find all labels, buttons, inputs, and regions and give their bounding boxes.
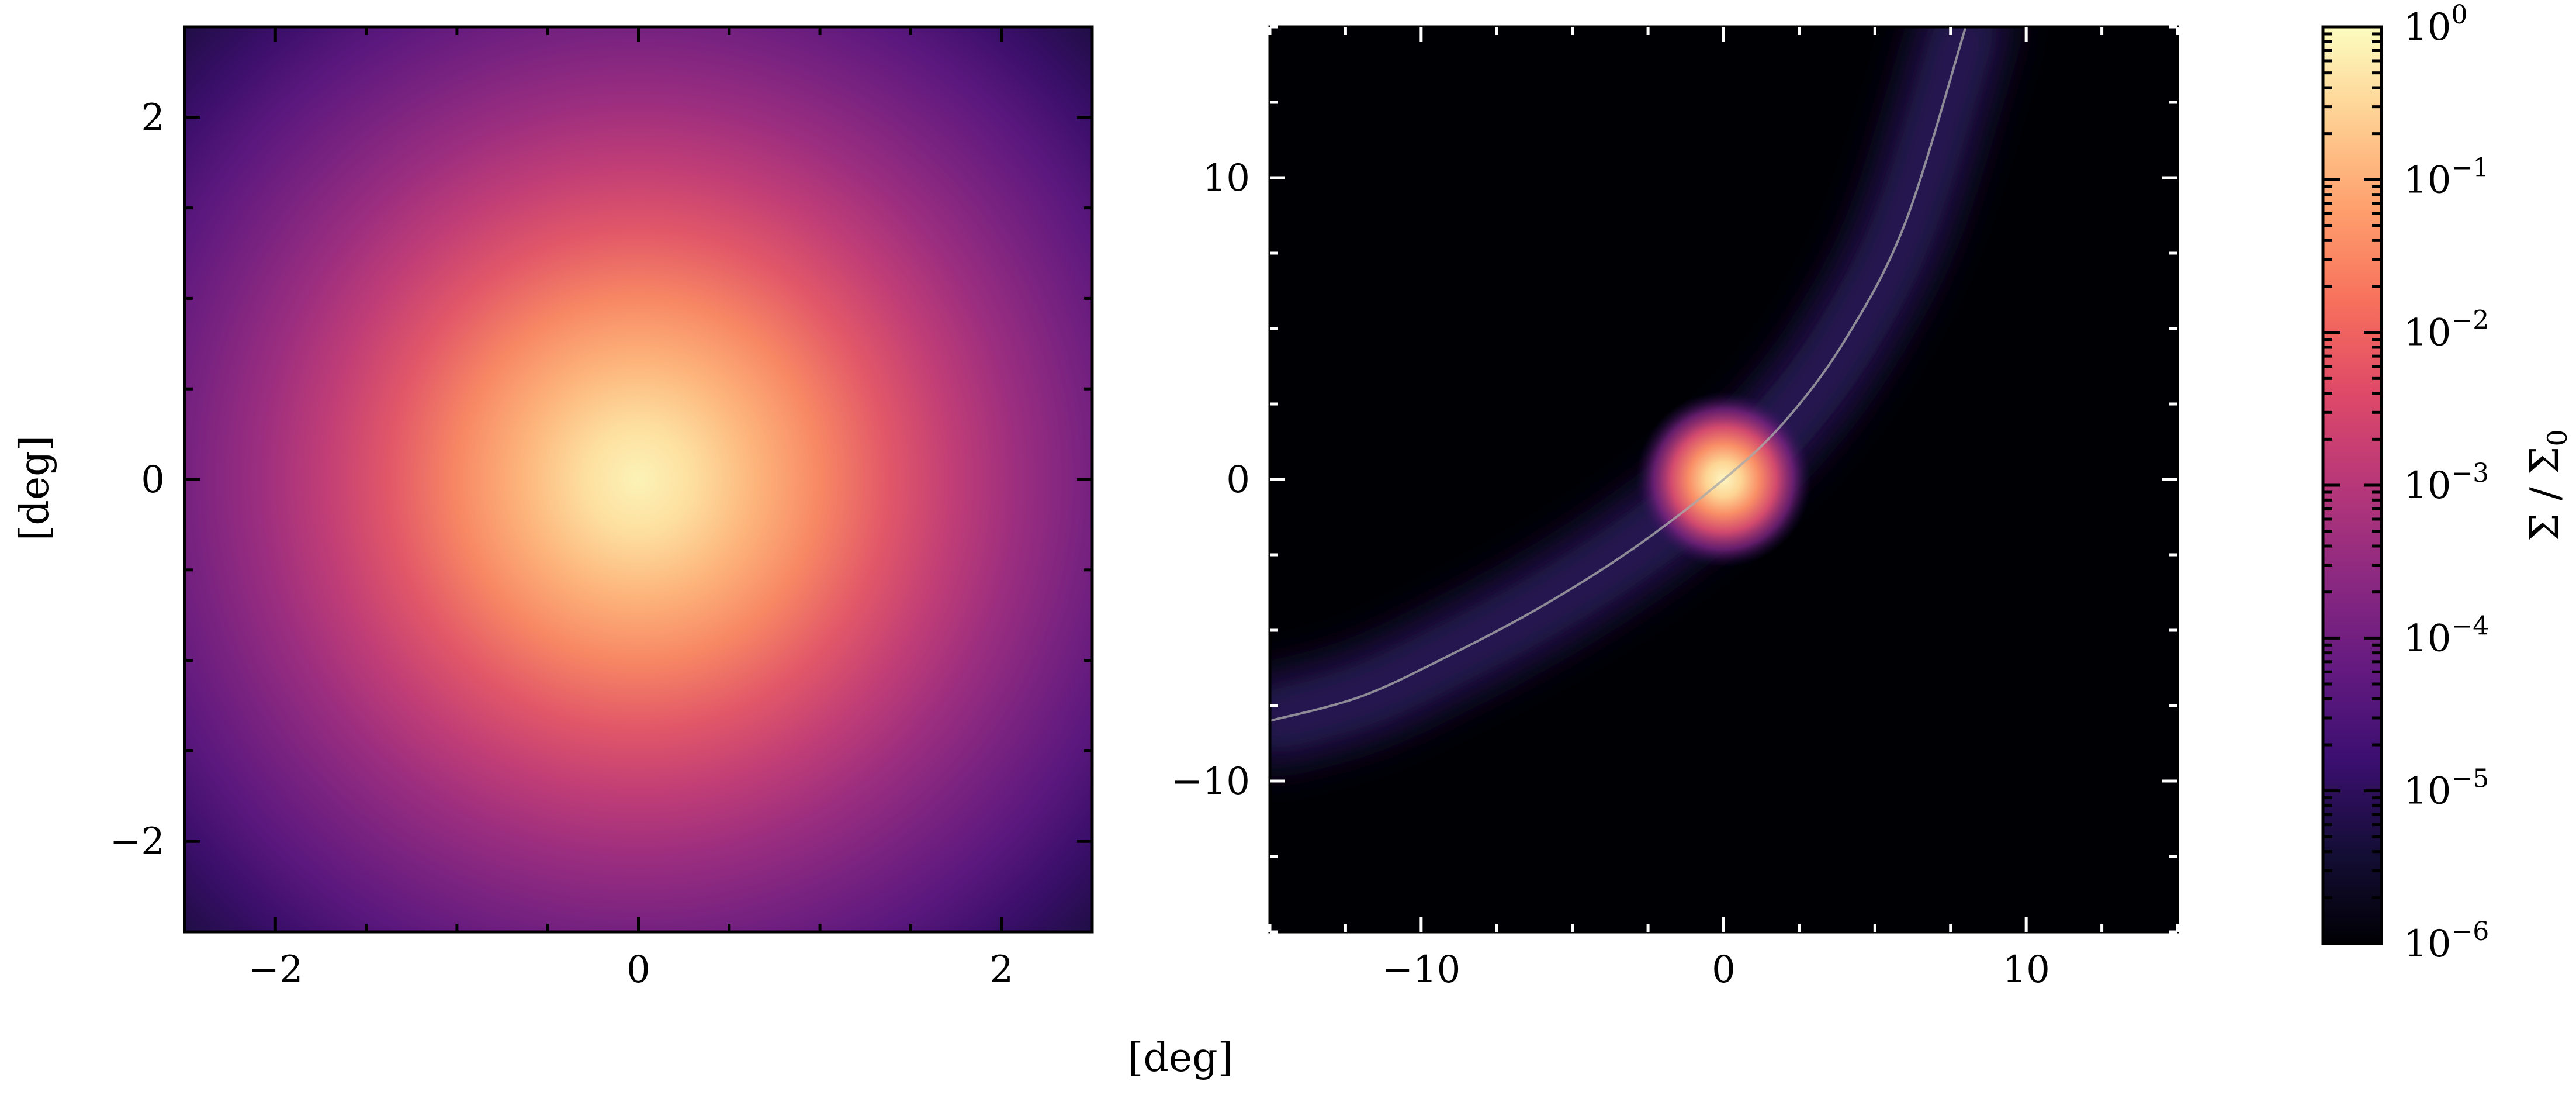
right-xtick-label: 10	[2002, 948, 2049, 992]
left-ytick-label: −2	[110, 820, 165, 863]
colorbar-tick-labels: 100 10−1 10−2 10−3 10−4 10−5 10−6	[2404, 0, 2489, 966]
orbit-track	[1270, 27, 1967, 722]
left-xtick-label: 2	[989, 948, 1013, 992]
left-density-field	[185, 27, 1092, 932]
right-xtick-label: −10	[1382, 948, 1460, 992]
right-tick-labels: −10 0 10 −10 0 10	[1171, 157, 2050, 992]
right-ytick-label: 10	[1203, 157, 1250, 200]
colorbar-tick-label: 10−4	[2404, 611, 2489, 660]
colorbar-ticks	[2323, 25, 2381, 945]
colorbar-frame	[2321, 25, 2383, 945]
left-ticks	[183, 25, 1094, 934]
colorbar-tick-label: 10−3	[2404, 458, 2489, 507]
colorbar-tick-label: 10−1	[2404, 153, 2489, 202]
shared-xlabel: [deg]	[1128, 1035, 1233, 1081]
colorbar-label: Σ / Σ0	[2522, 429, 2573, 541]
right-ytick-label: −10	[1171, 760, 1250, 803]
colorbar-tick-label: 100	[2404, 0, 2467, 49]
left-xtick-label: −2	[248, 948, 303, 992]
left-ytick-label: 0	[141, 458, 165, 502]
right-panel: −10 0 10 −10 0 10	[1171, 25, 2179, 992]
left-panel: −2 0 2 −2 0 2 [deg]	[12, 25, 1094, 992]
left-xtick-label: 0	[626, 948, 650, 992]
right-ytick-label: 0	[1226, 458, 1250, 502]
colorbar-tick-label: 10−2	[2404, 306, 2489, 355]
colorbar-tick-label: 10−5	[2404, 764, 2489, 813]
right-ticks	[1268, 25, 2179, 934]
colorbar-label-subscript: 0	[2542, 429, 2573, 446]
left-ytick-label: 2	[141, 96, 165, 140]
right-xtick-label: 0	[1712, 948, 1736, 992]
colorbar: 100 10−1 10−2 10−3 10−4 10−5 10−6 Σ / Σ0	[2321, 0, 2573, 966]
left-tick-labels: −2 0 2 −2 0 2	[110, 96, 1013, 992]
left-ylabel: [deg]	[12, 436, 58, 541]
colorbar-tick-label: 10−6	[2404, 917, 2489, 966]
